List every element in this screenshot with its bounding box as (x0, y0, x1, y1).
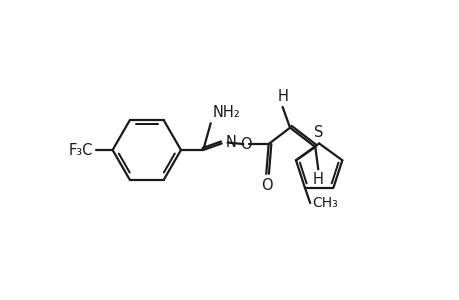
Text: H: H (277, 89, 287, 104)
Text: NH₂: NH₂ (212, 105, 240, 120)
Text: O: O (260, 178, 272, 193)
Text: S: S (314, 125, 323, 140)
Text: F₃C: F₃C (69, 142, 93, 158)
Text: H: H (312, 172, 323, 187)
Text: CH₃: CH₃ (312, 196, 337, 210)
Text: N: N (225, 135, 236, 150)
Text: O: O (240, 136, 252, 152)
